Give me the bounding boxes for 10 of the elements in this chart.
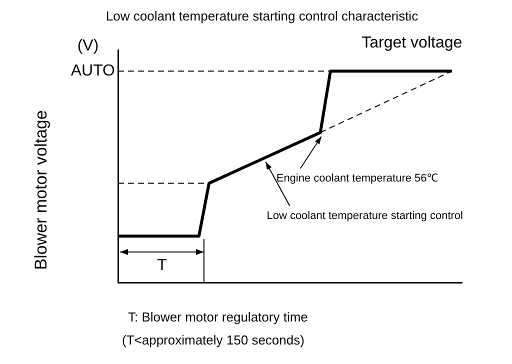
annotation: Low coolant temperature starting control [266,210,463,222]
series-label: Target voltage [362,34,462,52]
text: (V) [77,37,99,54]
y-axis-title: Blower motor voltage [32,110,51,270]
text: (T<approximately 150 seconds) [122,332,304,348]
annotation: Engine coolant temperature 56℃ [276,172,438,184]
chart-title: Low coolant temperature starting control characteristic [106,8,419,24]
text: AUTO [70,62,115,80]
annotation: T [157,257,168,274]
x-axis-title: T: Blower motor regulatory time [128,310,308,325]
